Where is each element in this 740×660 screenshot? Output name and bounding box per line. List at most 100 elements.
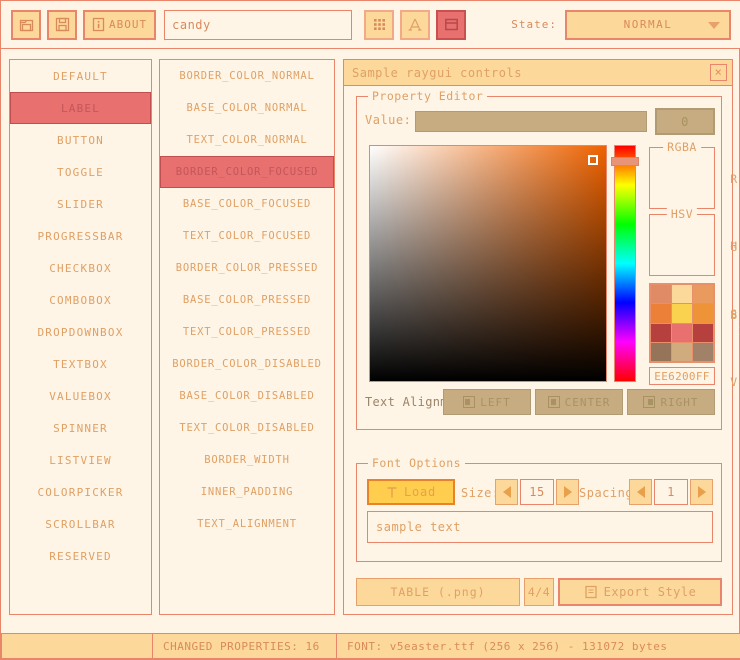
toggle-font-view-button[interactable] [400,9,431,40]
property-item-base-color-focused[interactable]: BASE_COLOR_FOCUSED [182,198,312,210]
property-item-text-color-pressed[interactable]: TEXT_COLOR_PRESSED [182,326,312,338]
font-options-group-label: Font Options [368,456,466,470]
hsv-s-label: S: [730,307,740,321]
toggle-grid-button[interactable] [364,9,395,40]
page-indicator-button[interactable]: 4/4 [524,578,554,606]
properties-listview[interactable]: BORDER_COLOR_NORMAL BASE_COLOR_NORMAL TEXT… [159,59,335,615]
value-input[interactable]: 0 [655,108,715,135]
font-size-increment-button[interactable] [556,479,579,505]
palette-swatch-0[interactable] [651,285,671,304]
align-right-button[interactable]: RIGHT [627,389,715,415]
value-slider[interactable] [415,111,647,132]
font-spacing-decrement-button[interactable] [629,479,652,505]
control-item-colorpicker[interactable]: COLORPICKER [37,485,124,499]
align-left-icon [463,396,476,408]
property-item-base-color-pressed[interactable]: BASE_COLOR_PRESSED [182,294,312,306]
state-dropdown[interactable]: NORMAL [565,9,731,40]
palette-swatch-6[interactable] [651,323,671,342]
font-load-t-icon [386,486,398,499]
hsv-group: HSV H: 25 S: 100% V: 93% [649,207,740,389]
align-right-label: RIGHT [660,395,699,409]
control-item-spinner[interactable]: SPINNER [53,421,108,435]
control-item-combobox[interactable]: COMBOBOX [49,293,112,307]
property-item-text-color-disabled[interactable]: TEXT_COLOR_DISABLED [179,422,315,434]
close-icon[interactable]: × [710,64,727,81]
control-item-checkbox[interactable]: CHECKBOX [49,261,112,275]
font-size-input[interactable]: 15 [520,479,554,505]
property-item-inner-padding[interactable]: INNER_PADDING [200,486,294,498]
palette-swatch-10[interactable] [672,342,692,361]
new-style-button[interactable] [11,9,41,40]
align-left-button[interactable]: LEFT [443,389,531,415]
control-item-scrollbar[interactable]: SCROLLBAR [45,517,116,531]
toggle-controls-window-button[interactable] [436,9,467,40]
load-font-button[interactable]: Load [367,479,455,505]
grid-icon [372,17,387,32]
about-label: ABOUT [109,18,148,31]
font-spacing-input[interactable]: 1 [654,479,688,505]
font-options-group: Font Options Load Size: 15 Spacing: 1 sa… [356,456,722,562]
statusbar-changed-properties: CHANGED PROPERTIES: 16 [152,633,337,659]
controls-listview[interactable]: DEFAULT LABEL BUTTON TOGGLE SLIDER PROGRESSBA… [9,59,152,615]
color-picker-sv-cursor[interactable] [588,155,598,165]
color-palette[interactable] [649,283,715,363]
info-icon [92,17,105,32]
property-item-base-color-disabled[interactable]: BASE_COLOR_DISABLED [179,390,315,402]
palette-swatch-4[interactable] [672,304,692,323]
property-item-text-color-focused[interactable]: TEXT_COLOR_FOCUSED [182,230,312,242]
about-button[interactable]: ABOUT [83,9,157,40]
control-item-default[interactable]: DEFAULT [53,69,108,83]
control-item-button[interactable]: BUTTON [57,133,104,147]
property-item-base-color-normal[interactable]: BASE_COLOR_NORMAL [186,102,308,114]
text-alignment-label: Text Alignme [365,395,445,409]
window-titlebar[interactable]: Sample raygui controls × [344,60,732,86]
export-table-png-button[interactable]: TABLE (.png) [356,578,520,606]
save-style-button[interactable] [47,9,77,40]
font-letter-a-icon [407,17,423,33]
control-item-listview[interactable]: LISTVIEW [49,453,112,467]
palette-swatch-8[interactable] [693,323,713,342]
palette-swatch-2[interactable] [693,285,713,304]
property-item-border-color-pressed[interactable]: BORDER_COLOR_PRESSED [175,262,319,274]
color-picker-sv-square[interactable] [369,145,607,382]
property-item-border-color-disabled[interactable]: BORDER_COLOR_DISABLED [172,358,322,370]
palette-swatch-9[interactable] [651,342,671,361]
rgba-b-row: B: 000 [650,290,740,358]
control-item-valuebox[interactable]: VALUEBOX [49,389,112,403]
property-item-border-width[interactable]: BORDER_WIDTH [204,454,290,466]
control-item-progressbar[interactable]: PROGRESSBAR [37,229,124,243]
font-size-label: Size: [461,486,500,500]
palette-swatch-5[interactable] [693,304,713,323]
arrow-right-icon [563,486,572,498]
color-hex-input[interactable]: EE6200FF [649,367,715,385]
palette-swatch-1[interactable] [672,285,692,304]
control-item-slider[interactable]: SLIDER [57,197,104,211]
align-center-button[interactable]: CENTER [535,389,623,415]
control-item-toggle[interactable]: TOGGLE [57,165,104,179]
property-item-border-color-focused[interactable]: BORDER_COLOR_FOCUSED [160,156,334,188]
statusbar: CHANGED PROPERTIES: 16 FONT: v5easter.tt… [1,633,740,659]
control-item-label[interactable]: LABEL [10,92,151,124]
color-picker-hue-bar[interactable] [611,145,639,382]
property-item-text-color-normal[interactable]: TEXT_COLOR_NORMAL [186,134,308,146]
color-picker-hue-cursor[interactable] [611,157,639,166]
control-item-dropdownbox[interactable]: DROPDOWNBOX [37,325,124,339]
window-panel-icon [444,17,459,32]
property-editor-group-label: Property Editor [368,89,488,103]
palette-swatch-7[interactable] [672,323,692,342]
property-item-text-alignment[interactable]: TEXT_ALIGNMENT [197,518,297,530]
hsv-h-row: H: 25 [650,221,740,289]
font-spacing-increment-button[interactable] [690,479,713,505]
style-name-input[interactable]: candy [164,9,353,40]
control-item-reserved[interactable]: RESERVED [49,549,112,563]
rgba-group-label: RGBA [663,140,701,154]
palette-swatch-11[interactable] [693,342,713,361]
load-font-label: Load [403,485,437,499]
font-size-decrement-button[interactable] [495,479,518,505]
arrow-left-icon [636,486,645,498]
palette-swatch-3[interactable] [651,304,671,323]
sample-text-input[interactable]: sample text [367,511,713,543]
property-item-border-color-normal[interactable]: BORDER_COLOR_NORMAL [179,70,315,82]
control-item-textbox[interactable]: TEXTBOX [53,357,108,371]
export-style-button[interactable]: Export Style [558,578,722,606]
